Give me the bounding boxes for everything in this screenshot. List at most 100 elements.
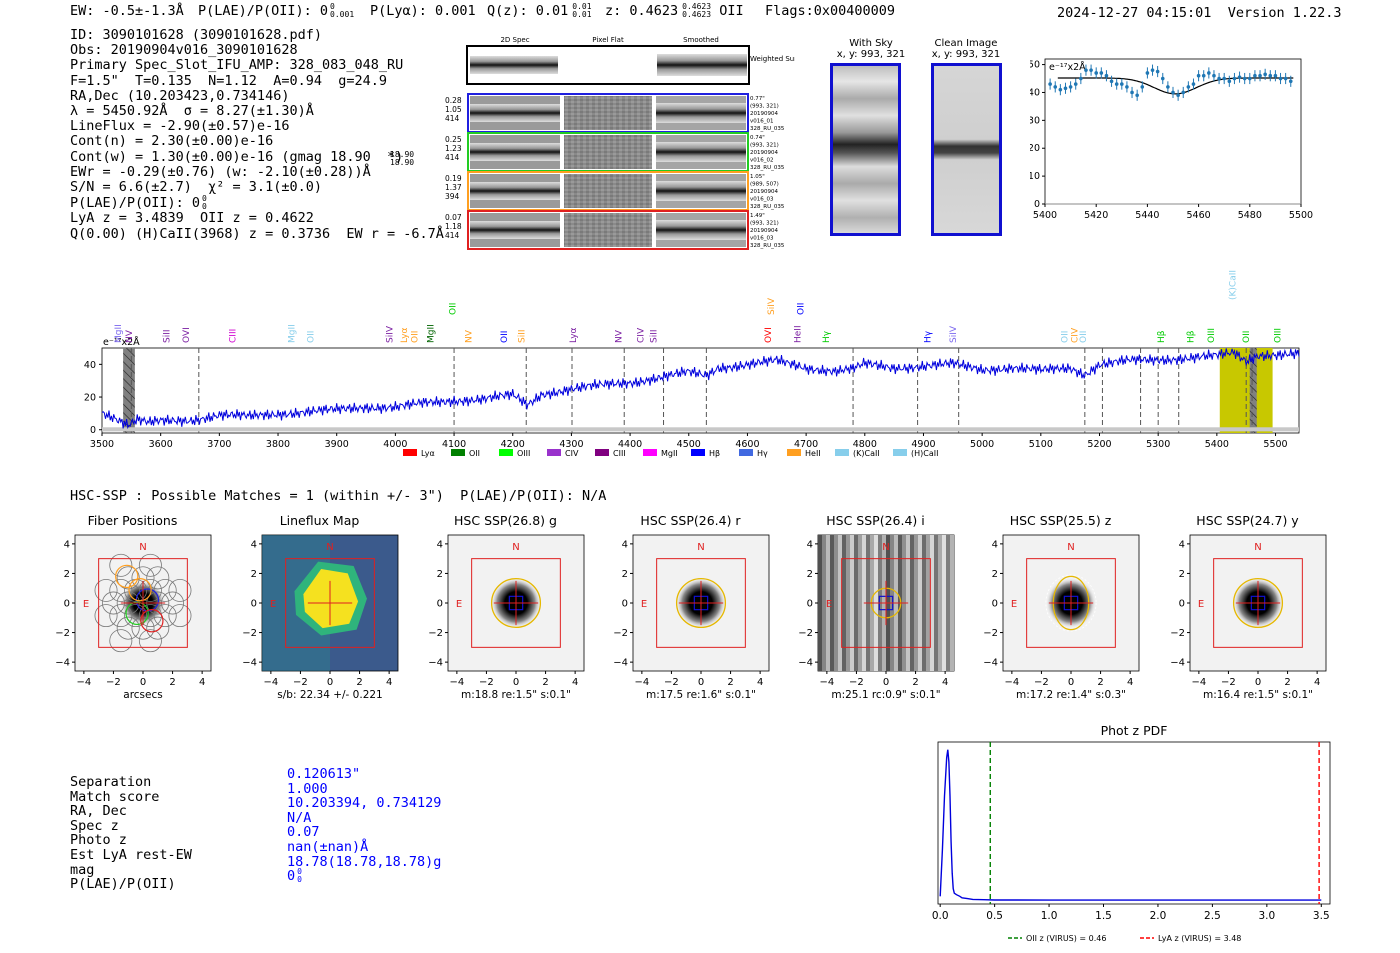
match-value: N/A <box>287 809 312 826</box>
zoom-point <box>1140 85 1145 89</box>
fiber-circle <box>168 604 192 628</box>
spectrum-legend-label: Lyα <box>421 449 435 458</box>
photz-xtick-label: 3.0 <box>1258 910 1275 922</box>
hsc-i-stripe <box>850 535 854 671</box>
hsc-ytick-label: 4 <box>251 539 257 550</box>
hsc-xtick-label: 4 <box>1314 677 1320 688</box>
spectrum-xtick-label: 4800 <box>853 439 877 450</box>
info-gmag-limits: 18.90 18.90 <box>390 149 415 167</box>
spectrum-line-label: Hγ <box>924 330 934 343</box>
zoom-point <box>1114 82 1119 86</box>
hsc-panel-xlabel: s/b: 22.34 +/- 0.221 <box>277 689 382 701</box>
spectrum-legend-label: OIII <box>517 449 530 458</box>
spectrum-xtick-label: 3600 <box>149 439 173 450</box>
match-key: mag <box>70 861 95 878</box>
cutout-row-stat: 0.07 <box>445 213 462 222</box>
spectrum-legend-label: MgII <box>661 449 678 458</box>
spectrum-legend-label: HeII <box>805 449 821 458</box>
hsc-i-stripe <box>930 535 934 671</box>
fiber-circle <box>168 578 192 602</box>
info-contw: Cont(w) = 1.30(±0.00)e-16 (gmag 18.90 *)… <box>70 148 415 167</box>
sky-cutouts <box>830 63 1002 236</box>
hsc-i-stripe <box>854 535 858 671</box>
hsc-ytick-label: −2 <box>55 628 70 639</box>
hsc-xtick-label: −4 <box>263 677 278 688</box>
clean-image-title: Clean Image x, y: 993, 321 <box>931 38 1001 60</box>
hsc-panel: HSC SSP(26.8) g N E −4 −4 −2 −2 0 0 2 2 4 4 m:18.8 re… <box>408 510 588 715</box>
spectrum-xtick-label: 3500 <box>90 439 114 450</box>
cutout-pixelflat <box>564 174 652 208</box>
spectrum-line-label: Hγ <box>822 330 832 343</box>
zoom-point <box>1273 73 1278 78</box>
zoom-point <box>1150 68 1155 72</box>
info-slot: Primary Spec_Slot_IFU_AMP: 328_083_048_R… <box>70 57 404 74</box>
zoom-xtick-label: 5420 <box>1084 210 1108 221</box>
info-caii: Q(0.00) (H)CaII(3968) z = 0.3736 EW r = … <box>70 225 444 242</box>
hsc-xtick-label: 4 <box>757 677 763 688</box>
hsc-ytick-label: 4 <box>64 539 70 550</box>
spectrum-line-label: SiIV <box>386 325 396 343</box>
zoom-ytick-label: 0 <box>1034 199 1040 210</box>
hsc-panel-title: HSC SSP(24.7) y <box>1196 513 1299 528</box>
hsc-ytick-label: −4 <box>242 658 257 669</box>
zoom-xtick-label: 5480 <box>1238 210 1262 221</box>
zoom-point <box>1263 72 1267 77</box>
zoom-point <box>1222 76 1226 81</box>
hsc-ytick-label: −2 <box>798 628 813 639</box>
zoom-axes <box>1044 58 1302 205</box>
zoom-point <box>1109 79 1114 84</box>
info-sn: S/N = 6.6(±2.7) χ² = 3.1(±0.0) <box>70 179 322 196</box>
hsc-i-stripe <box>834 535 838 671</box>
match-value: 0.120613" <box>287 766 361 782</box>
spectrum-legend-swatch <box>451 449 465 456</box>
header-ew: EW: -0.5±-1.3Å <box>70 3 184 19</box>
spectra-cutouts: 2D Spec Pixel Flat Smoothed Weighted Sum… <box>445 33 801 255</box>
fiber-circle <box>116 616 140 640</box>
cutout-row-stat: 1.05 <box>445 105 462 114</box>
cutout-row-info: 328_RU_035 <box>750 126 785 132</box>
spectrum-unit-label: e⁻¹⁷x2Å <box>103 336 140 348</box>
match-key: Separation <box>70 774 152 790</box>
zoom-point <box>1186 85 1191 89</box>
hsc-i-stripe <box>826 535 830 671</box>
east-label: E <box>83 599 89 610</box>
cutout-row-info: v016_03 <box>750 236 774 242</box>
cutout-row-info: 20190904 <box>750 228 778 234</box>
hsc-ytick-label: 0 <box>1179 599 1185 610</box>
zoom-point <box>1073 82 1078 86</box>
zoom-xtick-label: 5500 <box>1289 210 1313 221</box>
cutout-row-info: (993, 321) <box>750 104 779 110</box>
fiber-circle <box>109 553 133 577</box>
zoom-point <box>1283 76 1288 81</box>
hsc-panel: Fiber Positions N E −4 −4 −2 −2 0 0 2 2 4 4 arcsecs <box>35 510 215 715</box>
photz-title: Phot z PDF <box>1101 723 1168 738</box>
spectrum-line-label: SiIV <box>767 297 777 315</box>
hsc-xtick-label: 4 <box>199 677 205 688</box>
zoom-point <box>1258 73 1262 78</box>
zoom-ytick-label: 40 <box>1030 87 1040 98</box>
fiber-circle <box>146 566 170 590</box>
zoom-point <box>1160 76 1165 81</box>
weighted-sum-label: Weighted Sum <box>750 55 795 63</box>
hsc-panel-xlabel: m:17.2 re:1.4" s:0.3" <box>1016 689 1126 701</box>
photz-legend-label: OII z (VIRUS) = 0.46 <box>1026 934 1106 943</box>
zoom-ytick-label: 50 <box>1030 60 1040 71</box>
hsc-xtick-label: −2 <box>664 677 679 688</box>
cutout-row-stat: 414 <box>445 153 460 162</box>
spectrum-legend-swatch <box>787 449 801 456</box>
hsc-xtick-label: 4 <box>1127 677 1133 688</box>
cutout-row-info: v016_01 <box>750 119 774 125</box>
hsc-xtick-label: 4 <box>942 677 948 688</box>
hsc-xtick-label: 2 <box>542 677 548 688</box>
spectrum-line-label: OII <box>448 303 458 315</box>
spectrum-line-label: OII <box>796 303 806 315</box>
spectrum-legend-swatch <box>893 449 907 456</box>
header-qz: Q(z): 0.01 0.01 0.01 <box>487 2 592 20</box>
hsc-ytick-label: −2 <box>983 628 998 639</box>
fiber-circle <box>146 616 170 640</box>
weighted-smoothed <box>657 54 747 76</box>
hsc-ytick-label: −2 <box>1170 628 1185 639</box>
info-ewr: EWr = -0.29(±0.76) (w: -2.10(±0.28))Å <box>70 163 371 180</box>
